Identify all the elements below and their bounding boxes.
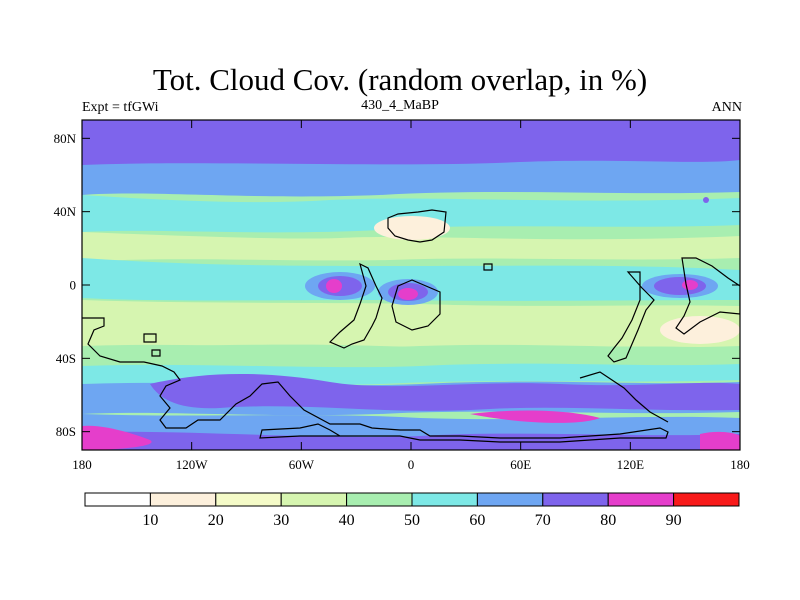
- colorbar-swatch: [346, 492, 413, 507]
- lon-tick-label: 180: [730, 457, 750, 472]
- colorbar-swatch: [280, 492, 348, 507]
- lat-tick-label: 80N: [54, 131, 77, 146]
- lon-tick-label: 180: [72, 457, 92, 472]
- colorbar-swatch: [542, 492, 609, 507]
- lat-tick-label: 80S: [56, 424, 76, 439]
- period-label: 430_4_MaBP: [361, 98, 439, 113]
- colorbar-label: 50: [404, 512, 420, 529]
- lon-tick-label: 60W: [289, 457, 315, 472]
- lat-tick-label: 0: [70, 278, 77, 293]
- colorbar-swatch: [149, 492, 217, 507]
- colorbar-label: 10: [142, 512, 158, 529]
- map-title: Tot. Cloud Cov. (random overlap, in %): [152, 62, 648, 97]
- colorbar-swatch: [411, 492, 478, 507]
- lon-tick-label: 120W: [176, 457, 209, 472]
- lon-tick-label: 120E: [617, 457, 645, 472]
- lon-tick-label: 0: [408, 457, 415, 472]
- longitude-axis: 180 120W 60W 0 60E 120E 180: [72, 120, 750, 472]
- colorbar-swatch: [673, 492, 740, 507]
- colorbar-label: 80: [600, 512, 616, 529]
- colorbar-swatch: [84, 492, 151, 507]
- colorbar-swatch: [607, 492, 675, 507]
- colorbar-label: 60: [469, 512, 485, 529]
- colorbar: 10 20 30 40 50 60 70 80 90: [84, 492, 740, 529]
- latitude-axis: 80N 40N 0 40S 80S: [54, 131, 740, 439]
- lat-tick-label: 40N: [54, 204, 77, 219]
- lat-tick-label: 40S: [56, 351, 76, 366]
- colorbar-swatch: [476, 492, 544, 507]
- experiment-label: Expt = tfGWi: [82, 100, 159, 115]
- colorbar-label: 40: [339, 512, 355, 529]
- contour-fill: [82, 120, 740, 450]
- colorbar-label: 90: [666, 512, 682, 529]
- lon-tick-label: 60E: [510, 457, 531, 472]
- colorbar-swatch: [215, 492, 282, 507]
- season-label: ANN: [711, 100, 742, 115]
- continent-outlines: [82, 209, 740, 443]
- colorbar-label: 20: [208, 512, 224, 529]
- colorbar-label: 70: [535, 512, 551, 529]
- colorbar-label: 30: [273, 512, 289, 529]
